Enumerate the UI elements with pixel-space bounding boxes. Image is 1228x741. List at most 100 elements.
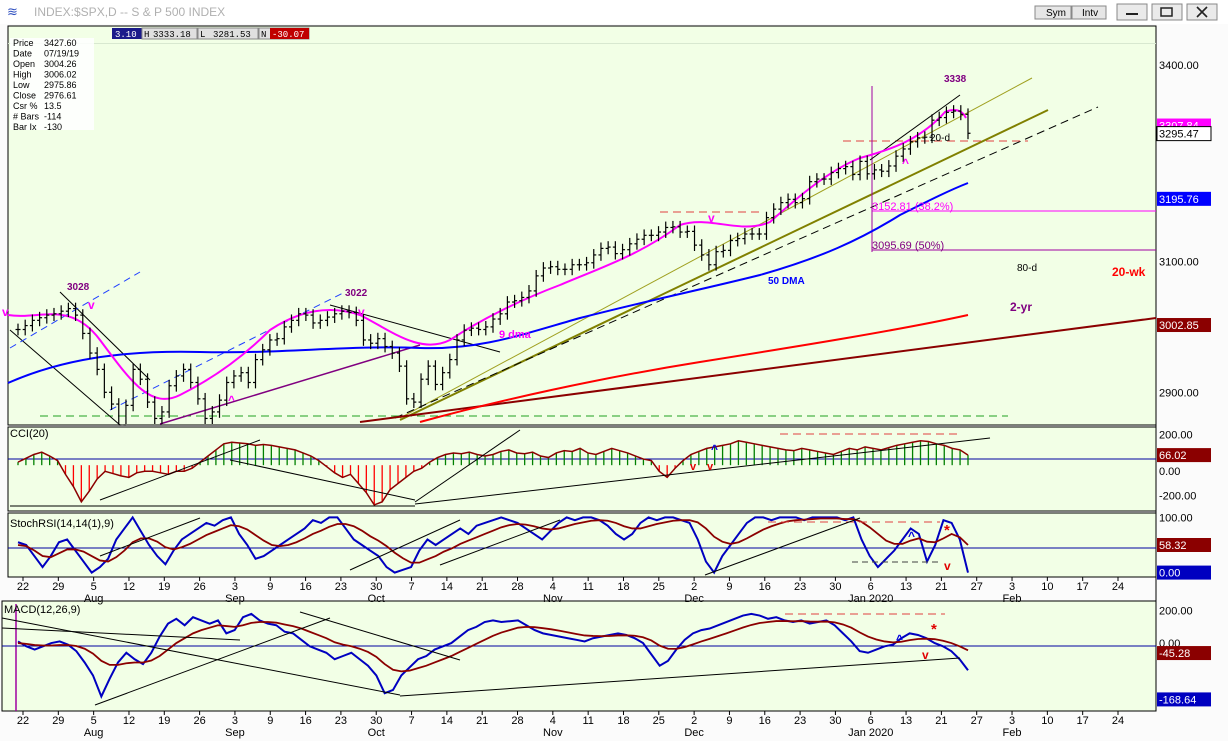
price-bar — [37, 311, 43, 327]
price-bar — [116, 398, 122, 426]
restore-button[interactable] — [1151, 3, 1183, 21]
svg-text:H: H — [144, 30, 149, 40]
price-bar — [152, 396, 158, 424]
x-day-label: 16 — [299, 581, 311, 593]
macd-signal-line — [17, 620, 969, 673]
price-bar — [238, 366, 244, 382]
stochrsi-value-label: 58.32 — [1159, 540, 1187, 552]
price-bar — [310, 309, 316, 329]
purple-trendline — [159, 344, 421, 425]
price-bar — [951, 105, 957, 119]
x-month-label: Dec — [684, 593, 704, 605]
price-bar — [432, 360, 438, 391]
stochrsi-panel — [7, 512, 1157, 578]
price-value-label-box — [1157, 191, 1211, 206]
price-bar — [569, 258, 575, 276]
price-bar — [288, 314, 294, 333]
x-day-label: 11 — [582, 715, 593, 727]
x-day-label: 19 — [158, 581, 170, 593]
price-bar — [411, 392, 417, 408]
price-bar — [94, 347, 100, 376]
price-bar — [51, 307, 57, 321]
price-value-label: 3002.85 — [1159, 320, 1199, 332]
stochrsi-title: StochRSI(14,14(1),9) — [10, 518, 114, 530]
info-value: -130 — [44, 122, 62, 132]
info-key: Csr % — [13, 101, 38, 111]
minimize-button[interactable] — [1116, 3, 1148, 21]
price-bar — [209, 406, 215, 424]
info-value: 2975.86 — [44, 80, 77, 90]
price-bar — [476, 322, 482, 336]
info-key: High — [13, 70, 32, 80]
price-bar — [936, 111, 942, 127]
price-bar — [519, 291, 525, 307]
price-bar — [404, 360, 410, 405]
info-value: 3006.02 — [44, 70, 77, 80]
price-bar — [87, 327, 93, 359]
price-bar — [728, 234, 733, 257]
ma50-line — [7, 182, 969, 384]
stochrsi-tick-label: 100.00 — [1159, 512, 1193, 524]
stochrsi-signal-line — [17, 517, 969, 564]
ma50-label: 50 DMA — [768, 276, 805, 287]
x-month-label: Sep — [225, 727, 245, 739]
info-key: Price — [13, 38, 34, 48]
cci-tick-label: 200.00 — [1159, 430, 1193, 442]
price-bar — [73, 302, 79, 321]
macd-trend-line — [94, 617, 331, 706]
price-bar — [137, 363, 143, 386]
x-day-label: 25 — [653, 581, 665, 593]
x-day-label: 13 — [900, 581, 912, 593]
price-bar — [576, 258, 582, 271]
x-day-label: 27 — [971, 715, 983, 727]
price-bar — [900, 143, 906, 163]
macd-lines — [17, 612, 969, 699]
x-day-label: 9 — [267, 715, 273, 727]
price-bar — [706, 249, 712, 271]
marker-caret: ^ — [228, 393, 235, 407]
price-bar — [260, 343, 266, 366]
macd-trend-line — [299, 611, 461, 661]
x-day-label: 19 — [158, 715, 170, 727]
price-bar — [15, 323, 21, 336]
x-day-label: 11 — [582, 581, 593, 593]
marker-v: v — [708, 211, 715, 225]
price-bar — [454, 334, 460, 366]
price-bar — [562, 263, 568, 276]
x-day-label: 5 — [91, 581, 97, 593]
x-day-label: 30 — [829, 581, 841, 593]
title-bar — [0, 0, 1228, 24]
x-day-label: 4 — [550, 715, 556, 727]
price-bar — [670, 220, 676, 234]
price-bar — [425, 360, 431, 386]
symbol-button[interactable]: Sym — [1034, 5, 1072, 20]
price-bar — [763, 211, 769, 240]
price-value-label-box — [1157, 126, 1211, 141]
x-month-label: Jan 2020 — [848, 593, 893, 605]
price-bar — [217, 394, 223, 418]
price-tick-label: 3100.00 — [1159, 256, 1199, 268]
macd-tick-label: 200.00 — [1159, 606, 1193, 618]
x-day-label: 30 — [370, 715, 382, 727]
info-value: 2976.61 — [44, 91, 77, 101]
x-day-label: 7 — [408, 581, 414, 593]
price-bar — [641, 229, 647, 246]
x-day-label: 23 — [335, 581, 347, 593]
close-button[interactable] — [1186, 3, 1218, 21]
x-month-label: Nov — [543, 593, 563, 605]
x-day-label: 23 — [335, 715, 347, 727]
svg-text:3333.18: 3333.18 — [153, 30, 191, 40]
price-bar — [65, 302, 71, 318]
price-bar — [828, 166, 834, 185]
interval-button[interactable]: Intv — [1071, 5, 1107, 20]
x-month-label: Nov — [543, 727, 563, 739]
cci-marker-v: v — [690, 461, 697, 473]
stochrsi-value-label: 0.00 — [1159, 568, 1180, 580]
stochrsi-marker-caret: ^ — [908, 529, 915, 543]
price-bar — [181, 363, 187, 382]
x-month-label: Aug — [84, 727, 104, 739]
macd-title: MACD(12,26,9) — [4, 604, 80, 616]
x-day-label: 14 — [441, 715, 453, 727]
price-bar — [922, 131, 928, 144]
